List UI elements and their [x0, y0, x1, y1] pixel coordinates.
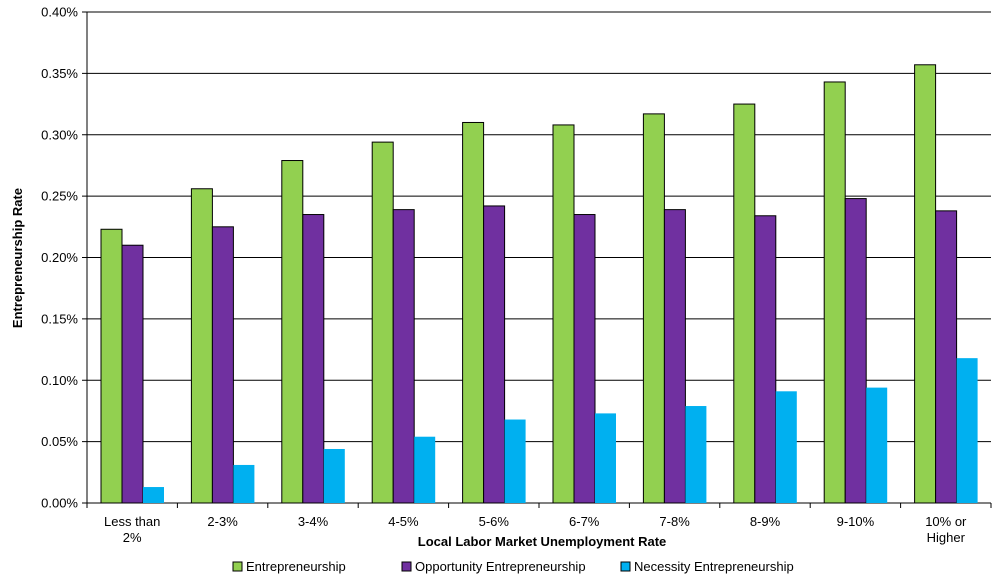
bar-necessity-entrepreneurship [414, 436, 436, 503]
y-tick-label: 0.40% [41, 5, 78, 20]
legend-swatch [232, 561, 243, 572]
bar-entrepreneurship [914, 64, 937, 504]
x-category-label: 2% [123, 530, 142, 545]
bar-opportunity-entrepreneurship [211, 226, 234, 504]
bar-entrepreneurship [371, 141, 394, 504]
x-category-label: Higher [927, 530, 966, 545]
bar-opportunity-entrepreneurship [392, 209, 415, 504]
x-category-label: 9-10% [837, 514, 875, 529]
bar-entrepreneurship [642, 113, 665, 504]
legend-swatch [620, 561, 631, 572]
bar-opportunity-entrepreneurship [935, 210, 958, 504]
x-category-label: 7-8% [659, 514, 690, 529]
y-tick-label: 0.15% [41, 311, 78, 326]
bar-necessity-entrepreneurship [323, 448, 345, 503]
bar-necessity-entrepreneurship [685, 406, 707, 503]
x-category-label: 8-9% [750, 514, 781, 529]
legend-label: Necessity Entrepreneurship [634, 559, 794, 574]
bar-entrepreneurship [190, 188, 213, 504]
bar-necessity-entrepreneurship [775, 391, 797, 503]
legend-label: Entrepreneurship [246, 559, 346, 574]
y-tick-label: 0.30% [41, 127, 78, 142]
bar-opportunity-entrepreneurship [663, 209, 686, 504]
y-tick-label: 0.25% [41, 189, 78, 204]
x-axis-title: Local Labor Market Unemployment Rate [418, 534, 667, 549]
x-category-label: 2-3% [207, 514, 238, 529]
y-tick-label: 0.10% [41, 373, 78, 388]
bar-entrepreneurship [462, 121, 485, 504]
y-axis-title: Entrepreneurship Rate [10, 188, 25, 328]
x-category-label: Less than [104, 514, 160, 529]
x-category-label: 5-6% [479, 514, 510, 529]
bar-necessity-entrepreneurship [956, 358, 978, 503]
bar-necessity-entrepreneurship [866, 387, 888, 503]
bar-entrepreneurship [100, 228, 123, 504]
bar-necessity-entrepreneurship [595, 413, 616, 503]
x-category-label: 4-5% [388, 514, 419, 529]
bar-entrepreneurship [281, 160, 304, 504]
y-tick-label: 0.00% [41, 496, 78, 511]
bar-necessity-entrepreneurship [233, 464, 255, 503]
bar-entrepreneurship [823, 81, 846, 504]
y-tick-label: 0.35% [41, 66, 78, 81]
x-category-label: 10% or [925, 514, 967, 529]
bar-opportunity-entrepreneurship [121, 244, 144, 504]
bar-entrepreneurship [552, 124, 575, 504]
bar-necessity-entrepreneurship [504, 419, 526, 503]
bar-entrepreneurship [733, 103, 756, 504]
bar-opportunity-entrepreneurship [483, 205, 506, 504]
bar-necessity-entrepreneurship [143, 487, 164, 503]
bar-opportunity-entrepreneurship [302, 214, 325, 504]
bar-opportunity-entrepreneurship [754, 215, 777, 504]
bar-opportunity-entrepreneurship [844, 198, 867, 504]
x-category-label: 6-7% [569, 514, 600, 529]
y-tick-label: 0.05% [41, 434, 78, 449]
legend-swatch [401, 561, 412, 572]
legend-label: Opportunity Entrepreneurship [415, 559, 586, 574]
bar-opportunity-entrepreneurship [573, 214, 596, 504]
x-category-label: 3-4% [298, 514, 329, 529]
y-tick-label: 0.20% [41, 250, 78, 265]
